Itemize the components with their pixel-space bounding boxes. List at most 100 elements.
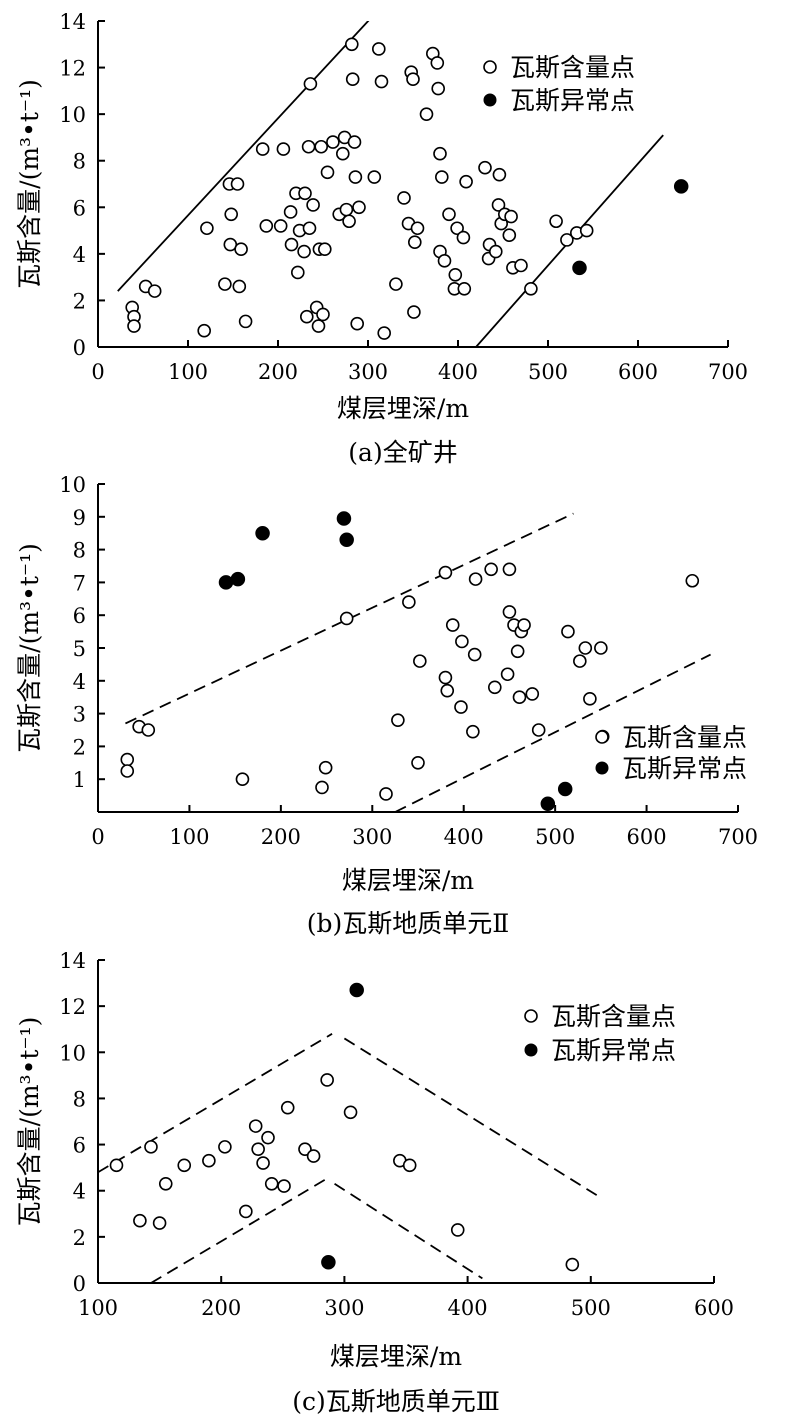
x-tick-label: 400	[438, 360, 478, 384]
y-tick-label: 2	[73, 289, 86, 313]
y-tick-label: 0	[73, 336, 86, 360]
y-tick-label: 8	[73, 539, 86, 563]
gas-content-point	[344, 37, 359, 52]
legend-label: 瓦斯异常点	[510, 86, 635, 115]
gas-content-point	[389, 277, 403, 291]
gas-content-point	[438, 670, 453, 685]
gas-content-point	[339, 611, 354, 626]
x-tick-label: 500	[571, 1296, 611, 1320]
gas-content-point	[517, 618, 531, 632]
gas-content-point	[348, 170, 363, 184]
anomaly-point	[230, 571, 246, 587]
gas-content-point	[256, 1156, 270, 1170]
gas-content-point	[251, 1142, 265, 1156]
y-tick-label: 14	[59, 10, 86, 34]
gas-content-point	[306, 1149, 321, 1163]
gas-content-point	[238, 314, 253, 329]
gas-content-point	[277, 1179, 291, 1193]
gas-content-point	[457, 281, 472, 296]
gas-content-point	[391, 713, 405, 727]
x-tick-label: 600	[694, 1296, 734, 1320]
gas-content-point	[406, 72, 420, 87]
gas-content-point	[317, 242, 332, 256]
gas-content-point	[437, 254, 452, 268]
x-tick-label: 400	[448, 1296, 488, 1320]
gas-content-point	[318, 760, 333, 775]
legend-marker-open	[595, 730, 609, 744]
gas-content-point	[343, 1105, 358, 1120]
legend-marker-open	[483, 60, 497, 74]
gas-content-point	[326, 135, 340, 149]
x-tick-label: 500	[535, 825, 575, 849]
x-axis-title: 煤层埋深/m	[337, 394, 469, 423]
y-tick-label: 4	[73, 243, 86, 267]
y-tick-label: 2	[73, 735, 86, 759]
gas-content-point	[445, 618, 460, 632]
gas-content-point	[352, 200, 366, 215]
gas-content-point	[374, 74, 389, 89]
gas-content-point	[127, 319, 141, 333]
y-tick-label: 5	[73, 637, 86, 661]
gas-content-point	[455, 634, 469, 649]
gas-content-point	[438, 565, 453, 580]
gas-content-point	[504, 209, 518, 224]
gas-content-point	[350, 316, 365, 331]
gas-content-point	[442, 207, 456, 222]
legend-marker-filled	[595, 761, 609, 775]
y-axis-title: 瓦斯含量/(m³•t⁻¹)	[15, 79, 44, 289]
y-tick-label: 12	[59, 995, 86, 1019]
gas-content-point	[320, 1073, 334, 1087]
legend-label: 瓦斯异常点	[622, 754, 747, 783]
x-axis-title: 煤层埋深/m	[342, 866, 474, 895]
x-tick-label: 0	[91, 360, 104, 384]
x-tick-label: 600	[627, 825, 667, 849]
gas-content-point	[450, 221, 464, 236]
gas-content-point	[531, 723, 546, 737]
gas-content-point	[510, 644, 525, 659]
x-tick-label: 500	[528, 360, 568, 384]
gas-content-point	[303, 77, 318, 91]
x-tick-label: 300	[348, 360, 388, 384]
gas-content-point	[565, 1257, 580, 1272]
x-axis-title: 煤层埋深/m	[330, 1342, 462, 1371]
panel-caption: (c)瓦斯地质单元Ⅲ	[292, 1387, 500, 1416]
gas-content-point	[302, 221, 317, 236]
x-tick-label: 100	[168, 360, 208, 384]
gas-content-point	[440, 683, 455, 698]
y-tick-label: 10	[59, 473, 86, 497]
x-tick-label: 200	[258, 360, 298, 384]
gas-content-point	[284, 237, 299, 252]
gas-content-point	[500, 667, 515, 682]
gas-content-point	[467, 647, 482, 662]
gas-content-point	[402, 1158, 417, 1173]
gas-content-point	[264, 1176, 279, 1191]
gas-content-point	[583, 692, 597, 706]
gas-content-point	[314, 139, 329, 154]
x-tick-label: 700	[708, 360, 748, 384]
gas-content-point	[560, 233, 574, 247]
gas-content-point	[276, 142, 291, 156]
dashed-boundary-line	[394, 653, 711, 812]
legend-label: 瓦斯含量点	[551, 1002, 676, 1031]
gas-content-point	[335, 146, 350, 161]
gas-content-point	[177, 1158, 192, 1173]
gas-content-point	[561, 624, 575, 639]
gas-content-point	[450, 1223, 465, 1237]
gas-content-point	[371, 42, 386, 56]
gas-content-point	[379, 787, 393, 801]
gas-content-point	[468, 572, 483, 586]
chart-panel-3: 100 200 300 400 500 600 0 2 4 6 8 10 12 14 瓦斯含量点瓦斯异常点煤…	[15, 949, 734, 1416]
gas-content-point	[573, 654, 587, 668]
y-tick-label: 10	[59, 1041, 86, 1065]
x-tick-label: 300	[352, 825, 392, 849]
y-tick-label: 6	[73, 196, 86, 220]
chart-panel-1: 0 100 200 300 400 500 600 700 0 2 4 6 8 10 12 14 瓦斯含量点瓦斯…	[15, 10, 748, 467]
y-tick-label: 1	[73, 768, 86, 792]
gas-content-point	[410, 221, 425, 236]
legend-label: 瓦斯异常点	[551, 1036, 676, 1065]
gas-content-point	[431, 81, 446, 96]
gas-content-point	[298, 1142, 312, 1156]
